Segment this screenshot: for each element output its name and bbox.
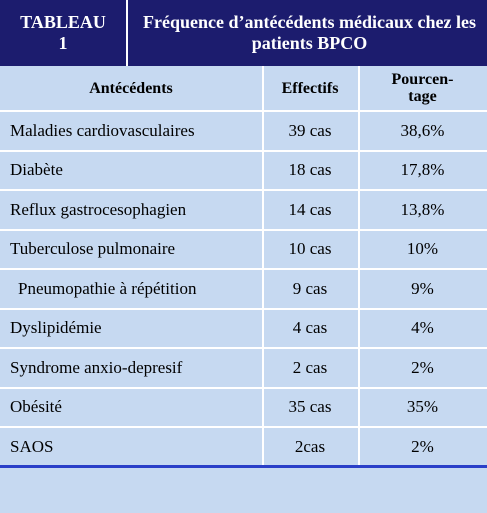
title: Fréquence d’antécédents médicaux chez le… — [128, 0, 487, 66]
table-label: TABLEAU 1 — [0, 0, 128, 66]
table-cell: 38,6% — [400, 120, 445, 140]
row-divider — [0, 347, 487, 349]
table-cell: 4% — [411, 318, 434, 338]
table-cell: Diabète — [10, 160, 63, 180]
row-divider — [0, 426, 487, 428]
row-divider — [0, 386, 487, 389]
table-cell: Tuberculose pulmonaire — [10, 239, 176, 259]
table-cell: 39 cas — [288, 120, 332, 140]
table-cell: 9% — [411, 278, 434, 298]
table-cell: 2% — [411, 357, 434, 377]
column-divider — [262, 66, 264, 465]
table-cell: 18 cas — [288, 160, 332, 180]
row-divider — [0, 268, 487, 270]
table-cell: 10 cas — [288, 239, 332, 259]
column-header: Antécédents — [89, 79, 173, 97]
table-cell: Pneumopathie à répétition — [18, 278, 197, 298]
table-cell: 17,8% — [400, 160, 445, 180]
table-cell: 10% — [406, 239, 439, 259]
table-cell: 2% — [411, 436, 434, 456]
row-divider — [0, 307, 487, 310]
table-cell: 9 cas — [292, 278, 328, 298]
table-cell: Maladies cardiovasculaires — [10, 120, 195, 140]
row-divider — [0, 110, 487, 112]
table-cell: SAOS — [10, 436, 54, 456]
column-divider — [358, 66, 360, 465]
table-cell: 35% — [406, 397, 439, 417]
row-divider — [0, 149, 487, 152]
table-cell: 2 cas — [292, 357, 328, 377]
row-divider — [0, 189, 487, 191]
column-header: Pourcen- tage — [391, 71, 454, 105]
table-cell: 2cas — [294, 436, 326, 456]
table-cell: Dyslipidémie — [10, 318, 102, 338]
label: TABLEAU — [20, 12, 106, 32]
column-header: Effectifs — [281, 79, 339, 97]
table-cell: Reflux gastrocesophagien — [10, 199, 187, 219]
table-cell: Syndrome anxio-depresif — [10, 357, 183, 377]
number: 1 — [58, 33, 68, 53]
bottom-rule — [0, 465, 487, 468]
table-cell: Obésité — [10, 397, 62, 417]
table-cell: 4 cas — [292, 318, 328, 338]
table-cell: 13,8% — [400, 199, 445, 219]
row-divider — [0, 228, 487, 231]
table-cell: 35 cas — [288, 397, 332, 417]
table-cell: 14 cas — [288, 199, 332, 219]
